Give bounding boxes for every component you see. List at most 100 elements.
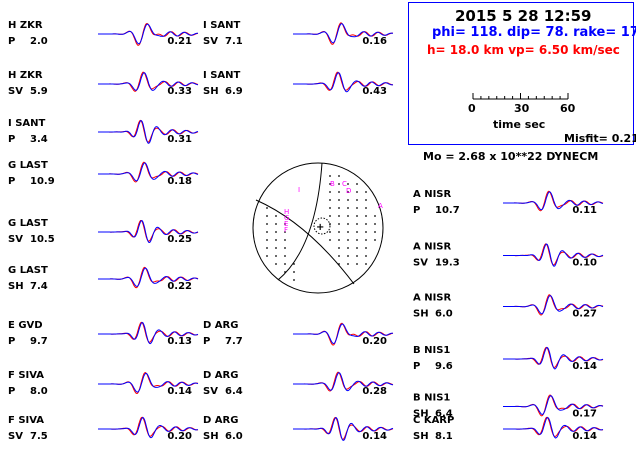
station-label: H ZKR bbox=[8, 20, 43, 31]
amplitude-value: 0.16 bbox=[362, 36, 387, 47]
synthetic-trace bbox=[98, 162, 199, 182]
amplitude-value: 0.25 bbox=[167, 234, 192, 245]
polarity-dot bbox=[266, 207, 268, 209]
polarity-dot bbox=[329, 239, 331, 241]
polarity-dot bbox=[374, 231, 376, 233]
polarity-dot bbox=[284, 255, 286, 257]
polarity-dot bbox=[329, 223, 331, 225]
polarity-dot bbox=[266, 239, 268, 241]
polarity-dot bbox=[365, 239, 367, 241]
phase-label: SV bbox=[8, 431, 23, 442]
azimuth-value: 6.0 bbox=[225, 431, 243, 442]
waveform-panel: H ZKR SV 5.9 0.33 bbox=[8, 70, 199, 97]
waveform-panel: G LAST SV 10.5 0.25 bbox=[8, 218, 199, 245]
phase-label: P bbox=[8, 176, 15, 187]
azimuth-value: 19.3 bbox=[435, 258, 460, 269]
station-label: G LAST bbox=[8, 160, 48, 171]
waveform-panel: B NIS1 SH 6.4 0.17 bbox=[413, 393, 604, 420]
polarity-dot bbox=[356, 223, 358, 225]
polarity-dot bbox=[338, 199, 340, 201]
azimuth-value: 7.5 bbox=[30, 431, 48, 442]
phase-label: SV bbox=[8, 234, 23, 245]
beachball-station-label: D bbox=[346, 187, 351, 195]
polarity-dot bbox=[284, 247, 286, 249]
synthetic-trace bbox=[98, 23, 198, 45]
phase-label: P bbox=[203, 336, 210, 347]
phase-label: SV bbox=[203, 36, 218, 47]
synthetic-trace bbox=[293, 372, 394, 392]
station-label: F SIVA bbox=[8, 370, 44, 381]
polarity-dot bbox=[365, 207, 367, 209]
beachball-station-label: G bbox=[284, 214, 289, 222]
time-tick-0: 0 bbox=[468, 102, 476, 115]
station-label: G LAST bbox=[8, 218, 48, 229]
time-axis-label: time sec bbox=[493, 118, 546, 131]
polarity-dot bbox=[365, 255, 367, 257]
amplitude-value: 0.21 bbox=[167, 36, 192, 47]
phase-label: SH bbox=[413, 409, 429, 420]
polarity-dot bbox=[356, 263, 358, 265]
phase-label: P bbox=[8, 336, 15, 347]
polarity-dot bbox=[338, 239, 340, 241]
waveform-panels: H ZKR P 2.0 0.21 H ZKR SV 5.9 0.33 I SANT P 3.4 0.3… bbox=[8, 20, 604, 442]
polarity-dot bbox=[347, 207, 349, 209]
polarity-dot bbox=[365, 247, 367, 249]
depth-velocity: h= 18.0 km vp= 6.50 km/sec bbox=[427, 43, 620, 57]
polarity-dot bbox=[275, 215, 277, 217]
polarity-dot bbox=[329, 191, 331, 193]
polarity-dot bbox=[275, 263, 277, 265]
polarity-dot bbox=[338, 183, 340, 185]
seismic-moment: Mo = 2.68 x 10**22 DYNECM bbox=[423, 150, 599, 163]
phase-label: SH bbox=[8, 281, 24, 292]
polarity-dot bbox=[365, 199, 367, 201]
station-label: I SANT bbox=[8, 118, 46, 129]
polarity-dot bbox=[356, 239, 358, 241]
waveform-panel: B NIS1 P 9.6 0.14 bbox=[413, 345, 604, 372]
polarity-dot bbox=[356, 215, 358, 217]
polarity-dot bbox=[365, 263, 367, 265]
beachball-station-label: A bbox=[378, 202, 383, 210]
waveform-panel: G LAST P 10.9 0.18 bbox=[8, 160, 199, 187]
polarity-dot bbox=[284, 239, 286, 241]
polarity-dot bbox=[374, 215, 376, 217]
polarity-dot bbox=[347, 231, 349, 233]
phase-label: SH bbox=[203, 431, 219, 442]
amplitude-value: 0.13 bbox=[167, 336, 192, 347]
time-scale-bar bbox=[472, 93, 569, 100]
azimuth-value: 10.9 bbox=[30, 176, 55, 187]
station-label: A NISR bbox=[413, 189, 452, 200]
polarity-dot bbox=[347, 183, 349, 185]
synthetic-trace bbox=[98, 267, 199, 287]
phase-label: SV bbox=[8, 86, 23, 97]
event-info-box: 2015 5 28 12:59 phi= 118. dip= 78. rake=… bbox=[408, 2, 636, 145]
phase-label: SV bbox=[203, 386, 218, 397]
phase-label: SH bbox=[413, 309, 429, 320]
station-label: C KARP bbox=[413, 415, 454, 426]
polarity-dot bbox=[365, 231, 367, 233]
polarity-dot bbox=[329, 199, 331, 201]
waveform-panel: H ZKR P 2.0 0.21 bbox=[8, 20, 199, 47]
station-label: B NIS1 bbox=[413, 393, 450, 404]
synthetic-trace bbox=[98, 372, 199, 393]
polarity-dot bbox=[347, 223, 349, 225]
polarity-dot bbox=[356, 207, 358, 209]
amplitude-value: 0.17 bbox=[572, 409, 597, 420]
beachball-station-label: B bbox=[330, 180, 335, 188]
waveform-panel: I SANT SV 7.1 0.16 bbox=[203, 20, 394, 47]
polarity-dot bbox=[329, 215, 331, 217]
beachball-circle bbox=[252, 162, 384, 294]
station-label: G LAST bbox=[8, 265, 48, 276]
beachball-station-label: I bbox=[298, 186, 300, 194]
station-label: A NISR bbox=[413, 293, 452, 304]
polarity-dot bbox=[356, 247, 358, 249]
polarity-dot bbox=[266, 215, 268, 217]
polarity-dot bbox=[365, 223, 367, 225]
synthetic-trace bbox=[503, 243, 604, 267]
polarity-dot bbox=[329, 175, 331, 177]
azimuth-value: 7.4 bbox=[30, 281, 48, 292]
polarity-dot bbox=[275, 239, 277, 241]
azimuth-value: 7.7 bbox=[225, 336, 243, 347]
time-tick-60: 60 bbox=[560, 102, 576, 115]
amplitude-value: 0.20 bbox=[362, 336, 387, 347]
